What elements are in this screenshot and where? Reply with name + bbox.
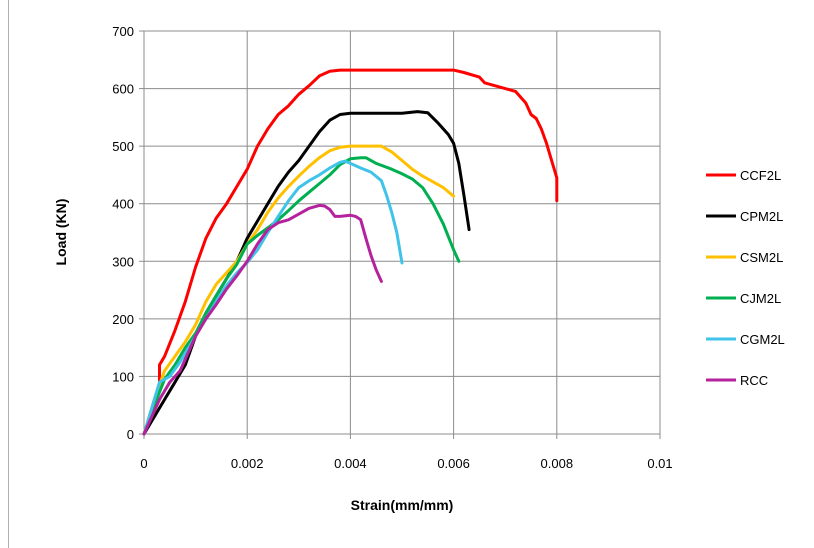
legend-label: CCF2L	[740, 168, 781, 183]
series-line-csm2l	[142, 144, 456, 436]
legend-label: CSM2L	[740, 250, 783, 265]
legend-label: CGM2L	[740, 332, 785, 347]
x-axis-title: Strain(mm/mm)	[351, 497, 454, 513]
plot-area	[144, 31, 660, 434]
series-line-rcc	[142, 203, 383, 436]
y-tick-label: 600	[112, 82, 134, 97]
x-tick-labels: 0 0.002 0.004 0.006 0.008 0.01	[140, 456, 672, 471]
x-tick-label: 0.002	[231, 456, 264, 471]
y-tick-label: 500	[112, 139, 134, 154]
x-tick-label: 0.006	[437, 456, 470, 471]
grid-lines	[144, 30, 661, 434]
y-tick-label: 100	[112, 369, 134, 384]
y-tick-label: 0	[127, 427, 134, 442]
y-axis-title: Load (KN)	[53, 199, 69, 266]
axes	[139, 30, 661, 439]
y-tick-label: 200	[112, 312, 134, 327]
y-tick-label: 700	[112, 24, 134, 39]
x-tick-label: 0.01	[647, 456, 672, 471]
legend: CCF2L CPM2L CSM2L CJM2L CGM2L RCC	[706, 168, 785, 388]
legend-label: RCC	[740, 373, 768, 388]
x-tick-label: 0.004	[334, 456, 367, 471]
y-tick-label: 400	[112, 197, 134, 212]
series-line-ccf2l	[142, 68, 559, 436]
y-tick-labels: 0 100 200 300 400 500 600 700	[112, 24, 134, 442]
x-tick-label: 0	[140, 456, 147, 471]
frame-border	[8, 0, 9, 548]
series-group	[142, 68, 559, 436]
y-tick-label: 300	[112, 254, 134, 269]
series-line-cjm2l	[142, 156, 461, 436]
x-tick-label: 0.008	[541, 456, 574, 471]
legend-label: CJM2L	[740, 291, 781, 306]
legend-label: CPM2L	[740, 209, 783, 224]
series-line-cpm2l	[142, 110, 471, 436]
